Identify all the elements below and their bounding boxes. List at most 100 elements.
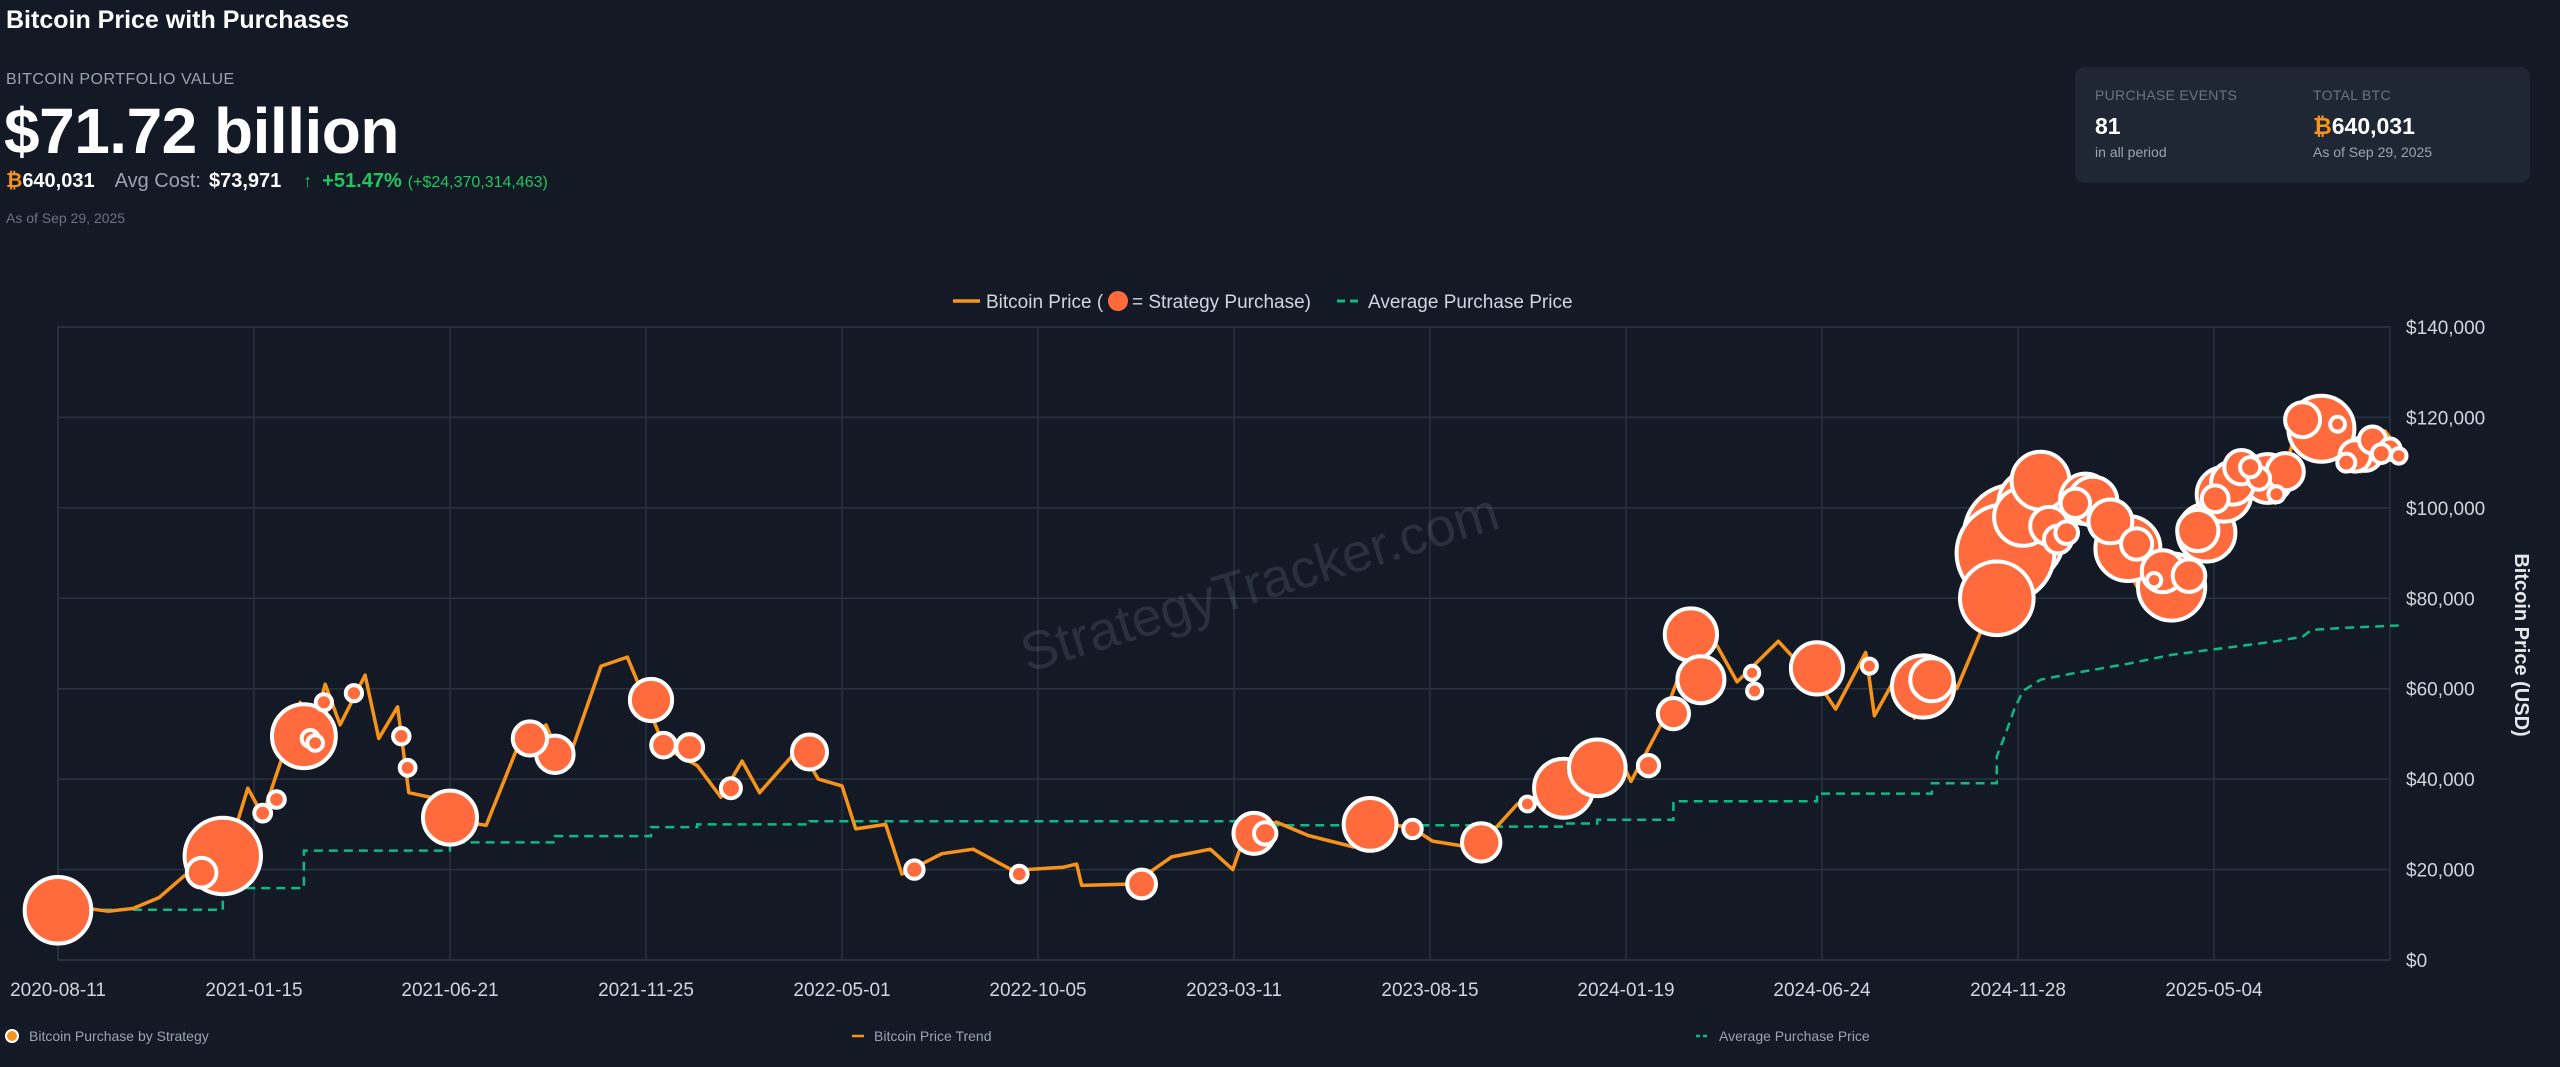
purchase-bubble[interactable] [627,676,675,724]
purchase-bubble[interactable] [1743,663,1762,683]
purchase-bubble[interactable] [1635,753,1662,779]
gain-percent: +51.47% [322,170,402,192]
purchase-bubble[interactable] [1125,867,1158,901]
purchase-events-label: PURCHASE EVENTS [2095,87,2238,103]
purchase-events-stat: PURCHASE EVENTS 81 in all period [2095,87,2237,160]
total-btc-value: 640,031 [2331,113,2415,139]
purchase-bubble[interactable] [1908,656,1956,704]
avg-cost-value: $73,971 [208,170,282,192]
purchase-bubble[interactable] [903,858,926,881]
purchase-bubble[interactable] [2283,400,2323,440]
btc-holdings: 640,031 [22,170,95,192]
gain-absolute: (+$24,370,314,463) [407,174,548,191]
purchase-bubble[interactable] [674,732,706,763]
y-axis-title: Bitcoin Price (USD) [2510,553,2532,736]
purchase-bubble[interactable] [790,732,829,772]
y-tick-label: $40,000 [2406,770,2475,791]
purchase-bubble[interactable] [2058,486,2093,520]
purchase-bubble[interactable] [1252,820,1279,847]
x-axis: 2020-08-11 2021-01-15 2021-06-21 2021-11-25… [10,980,2263,1001]
purchase-bubble[interactable] [184,855,219,890]
purchase-bubble[interactable] [2086,497,2135,546]
purchase-bubble[interactable] [2144,571,2164,590]
purchase-bubble[interactable] [1788,640,1846,697]
purchase-events-sub: in all period [2095,144,2167,160]
purchase-bubble[interactable] [2389,446,2409,466]
y-tick-label: $0 [2406,951,2427,972]
purchase-bubble[interactable] [1567,737,1628,799]
purchase-bubble[interactable] [2264,451,2306,493]
purchase-bubble[interactable] [313,692,334,713]
bottom-legend-purchases: Bitcoin Purchase by Strategy [29,1028,209,1044]
portfolio-value: $71.72 billion [4,95,399,167]
purchase-bubble[interactable] [2369,442,2393,466]
y-tick-label: $60,000 [2406,680,2475,701]
purchase-bubble[interactable] [397,757,418,778]
arrow-up-icon: ↑ [303,171,313,191]
purchase-bubble[interactable] [1859,656,1879,676]
page-title: Bitcoin Price with Purchases [6,6,350,34]
x-tick-label: 2023-03-11 [1186,980,1282,1001]
purchase-bubble[interactable] [421,788,479,847]
as-of-date: As of Sep 29, 2025 [6,210,126,226]
purchase-bubble[interactable] [252,802,274,824]
average-purchase-price-series [58,624,2399,912]
purchase-legend-icon [5,1029,19,1043]
purchase-bubble[interactable] [2119,526,2155,562]
purchase-bubble[interactable] [1518,794,1537,814]
avg-cost-label: Avg Cost: [114,170,201,192]
purchase-bubble[interactable] [343,683,364,704]
purchase-bubble[interactable] [2175,507,2221,554]
price-legend-label[interactable]: Bitcoin Price ( [986,292,1104,313]
purchase-events-value: 81 [2095,113,2121,139]
purchase-bubble[interactable] [1958,559,2036,638]
x-tick-label: 2024-01-19 [1577,980,1674,1001]
purchase-bubble[interactable] [2335,451,2358,474]
bottom-legend-average: Average Purchase Price [1719,1028,1870,1044]
average-purchase-price-line [58,624,2399,912]
purchase-bubble[interactable] [305,733,326,753]
chart-grid [57,326,2391,961]
total-btc-sub: As of Sep 29, 2025 [2313,144,2433,160]
purchase-bubble[interactable] [1655,696,1692,732]
x-tick-label: 2025-05-04 [2165,980,2263,1001]
watermark: StrategyTracker.com [1014,482,1506,684]
purchase-bubble[interactable] [1401,817,1424,841]
purchase-bubble[interactable] [1009,863,1030,885]
purchase-bubble[interactable] [2199,483,2231,515]
purchase-bubble[interactable] [391,726,412,747]
strategy-purchase-series[interactable] [22,393,2409,946]
total-btc-stat: TOTAL BTC ₿640,031 As of Sep 29, 2025 [2313,87,2432,160]
total-btc-value-row: ₿640,031 [2313,113,2432,140]
purchase-bubble[interactable] [649,730,678,760]
purchase-bubble[interactable] [2238,455,2263,480]
purchase-bubble[interactable] [1662,606,1720,663]
x-tick-label: 2023-08-15 [1381,980,1478,1001]
portfolio-stats: ₿ 640,031 Avg Cost: $73,971 ↑ +51.47% (+… [6,170,548,193]
purchase-bubble[interactable] [718,776,743,801]
purchase-bubble[interactable] [2170,557,2208,595]
purchase-bubble[interactable] [2053,519,2080,547]
purchase-bubble[interactable] [510,719,550,758]
bitcoin-icon: ₿ [2313,113,2332,139]
x-tick-label: 2021-06-21 [401,980,498,1001]
purchase-bubble[interactable] [22,875,94,946]
purchase-bubble[interactable] [266,789,287,810]
purchase-bubble[interactable] [2328,414,2348,434]
y-tick-label: $80,000 [2406,589,2475,610]
purchase-bubble[interactable] [1675,654,1727,706]
y-tick-label: $100,000 [2406,499,2485,520]
price-legend-label-suffix[interactable]: = Strategy Purchase) [1132,292,1311,313]
average-legend-label[interactable]: Average Purchase Price [1368,292,1573,313]
x-tick-label: 2021-11-25 [598,980,694,1001]
purchase-legend-swatch [1108,291,1128,311]
purchase-bubble[interactable] [1341,796,1399,853]
purchase-bubble[interactable] [2266,484,2287,505]
x-tick-label: 2020-08-11 [10,980,106,1001]
purchase-bubble[interactable] [1460,821,1503,864]
x-tick-label: 2021-01-15 [205,980,302,1001]
purchase-bubble[interactable] [1745,681,1765,701]
bottom-legend-trend: Bitcoin Price Trend [874,1028,992,1044]
top-legend[interactable]: Bitcoin Price ( = Strategy Purchase) Ave… [953,291,1573,313]
